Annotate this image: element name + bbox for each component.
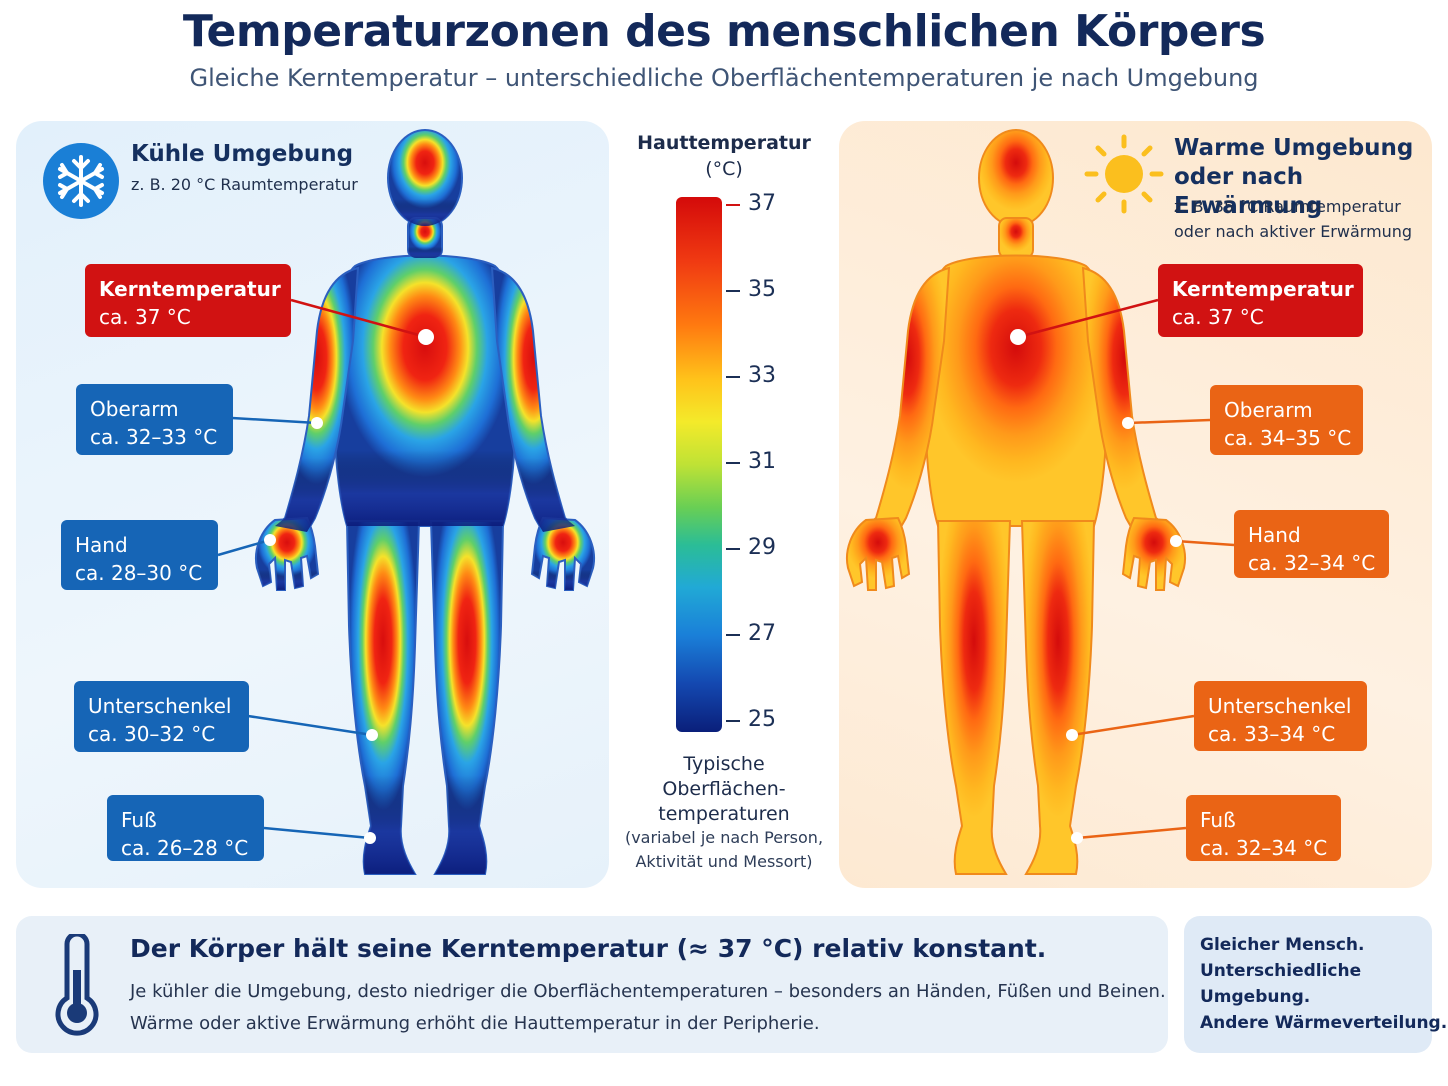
cold-foot-label: Fuß ca. 26–28 °C	[107, 795, 264, 861]
footer-box	[16, 916, 1168, 1053]
warm-title: Warme Umgebung oder nach Erwärmung	[1174, 134, 1448, 221]
cold-hand-value: ca. 28–30 °C	[75, 561, 203, 585]
cold-lower-leg-dot	[366, 729, 378, 741]
cold-core-value: ca. 37 °C	[99, 305, 191, 329]
footer-line2: Wärme oder aktive Erwärmung erhöht die H…	[130, 1013, 820, 1034]
scale-note-small: (variabel je nach Person, Aktivität und …	[616, 826, 832, 874]
cold-core-label: Kerntemperatur ca. 37 °C	[85, 264, 291, 337]
cold-title: Kühle Umgebung	[131, 141, 354, 167]
cold-foot-dot	[364, 832, 376, 844]
warm-core-dot	[1010, 329, 1026, 345]
warm-subtitle-line2: oder nach aktiver Erwärmung	[1174, 222, 1413, 241]
warm-title-line2: oder nach Erwärmung	[1174, 164, 1323, 219]
footer-text: Je kühler die Umgebung, desto niedriger …	[130, 976, 1166, 1040]
cold-lower-leg-name: Unterschenkel	[88, 694, 232, 718]
temperature-scale-bar	[676, 197, 722, 732]
cold-hand-label: Hand ca. 28–30 °C	[61, 520, 218, 590]
footer-heading: Der Körper hält seine Kerntemperatur (≈ …	[130, 934, 1047, 963]
summary-line1: Gleicher Mensch.	[1200, 935, 1365, 955]
scale-tick-label: 31	[748, 449, 776, 474]
scale-tick-label: 25	[748, 707, 776, 732]
warm-hand-value: ca. 32–34 °C	[1248, 551, 1376, 575]
warm-hand-name: Hand	[1248, 523, 1301, 547]
cold-subtitle: z. B. 20 °C Raumtemperatur	[131, 175, 358, 194]
scale-unit: (°C)	[705, 158, 743, 180]
sun-icon	[1084, 134, 1164, 214]
scale-tick-label: 35	[748, 277, 776, 302]
cold-foot-name: Fuß	[121, 808, 157, 832]
snowflake-icon	[43, 143, 119, 219]
warm-title-line1: Warme Umgebung	[1174, 135, 1414, 161]
scale-tick-label: 37	[748, 191, 776, 216]
scale-tick	[726, 548, 740, 550]
scale-tick	[726, 634, 740, 636]
warm-core-label: Kerntemperatur ca. 37 °C	[1158, 264, 1363, 337]
warm-hand-dot	[1170, 535, 1182, 547]
summary-line2: Unterschiedliche	[1200, 961, 1362, 981]
warm-lower-leg-name: Unterschenkel	[1208, 694, 1352, 718]
scale-small-line1: (variabel je nach Person,	[624, 828, 824, 847]
warm-subtitle: z. B. 35 °C Raumtemperatur oder nach akt…	[1174, 194, 1412, 244]
cold-upper-arm-name: Oberarm	[90, 397, 179, 421]
scale-note-line2: Oberflächen-	[662, 778, 786, 800]
scale-tick	[726, 462, 740, 464]
cold-lower-leg-label: Unterschenkel ca. 30–32 °C	[74, 681, 249, 752]
warm-foot-dot	[1071, 832, 1083, 844]
cold-core-name: Kerntemperatur	[99, 277, 281, 301]
cold-upper-arm-label: Oberarm ca. 32–33 °C	[76, 384, 233, 455]
summary-box	[1184, 916, 1432, 1053]
warm-foot-label: Fuß ca. 32–34 °C	[1186, 795, 1341, 861]
warm-lower-leg-dot	[1066, 729, 1078, 741]
cold-upper-arm-dot	[311, 417, 323, 429]
page-subtitle: Gleiche Kerntemperatur – unterschiedlich…	[189, 64, 1259, 92]
page-title: Temperaturzonen des menschlichen Körpers	[182, 6, 1266, 57]
summary-line3: Umgebung.	[1200, 987, 1311, 1007]
scale-tick-label: 29	[748, 535, 776, 560]
cold-hand-name: Hand	[75, 533, 128, 557]
scale-title-text: Hauttemperatur	[637, 132, 811, 154]
warm-lower-leg-value: ca. 33–34 °C	[1208, 722, 1336, 746]
warm-hand-label: Hand ca. 32–34 °C	[1234, 510, 1389, 578]
scale-tick-label: 33	[748, 363, 776, 388]
footer-line1: Je kühler die Umgebung, desto niedriger …	[130, 981, 1166, 1002]
cold-upper-arm-value: ca. 32–33 °C	[90, 425, 218, 449]
scale-tick-label: 27	[748, 621, 776, 646]
warm-subtitle-line1: z. B. 35 °C Raumtemperatur	[1174, 197, 1401, 216]
cold-core-dot	[418, 329, 434, 345]
thermometer-icon	[55, 934, 99, 1036]
warm-core-value: ca. 37 °C	[1172, 305, 1264, 329]
scale-note-line1: Typische	[683, 753, 765, 775]
warm-core-name: Kerntemperatur	[1172, 277, 1354, 301]
scale-note-line3: temperaturen	[658, 803, 790, 825]
scale-tick	[726, 204, 740, 206]
warm-foot-value: ca. 32–34 °C	[1200, 836, 1328, 860]
warm-upper-arm-label: Oberarm ca. 34–35 °C	[1210, 385, 1363, 455]
warm-foot-name: Fuß	[1200, 808, 1236, 832]
cold-lower-leg-value: ca. 30–32 °C	[88, 722, 216, 746]
cold-foot-value: ca. 26–28 °C	[121, 836, 249, 860]
warm-upper-arm-value: ca. 34–35 °C	[1224, 426, 1352, 450]
warm-upper-arm-dot	[1122, 417, 1134, 429]
scale-title: Hauttemperatur (°C)	[626, 130, 822, 182]
scale-tick	[726, 290, 740, 292]
summary-text: Gleicher Mensch. Unterschiedliche Umgebu…	[1200, 932, 1447, 1036]
scale-note: Typische Oberflächen- temperaturen	[616, 752, 832, 827]
scale-tick	[726, 720, 740, 722]
warm-lower-leg-label: Unterschenkel ca. 33–34 °C	[1194, 681, 1367, 751]
scale-small-line2: Aktivität und Messort)	[635, 852, 813, 871]
scale-tick	[726, 376, 740, 378]
summary-line4: Andere Wärmeverteilung.	[1200, 1013, 1448, 1033]
cold-hand-dot	[264, 534, 276, 546]
warm-upper-arm-name: Oberarm	[1224, 398, 1313, 422]
